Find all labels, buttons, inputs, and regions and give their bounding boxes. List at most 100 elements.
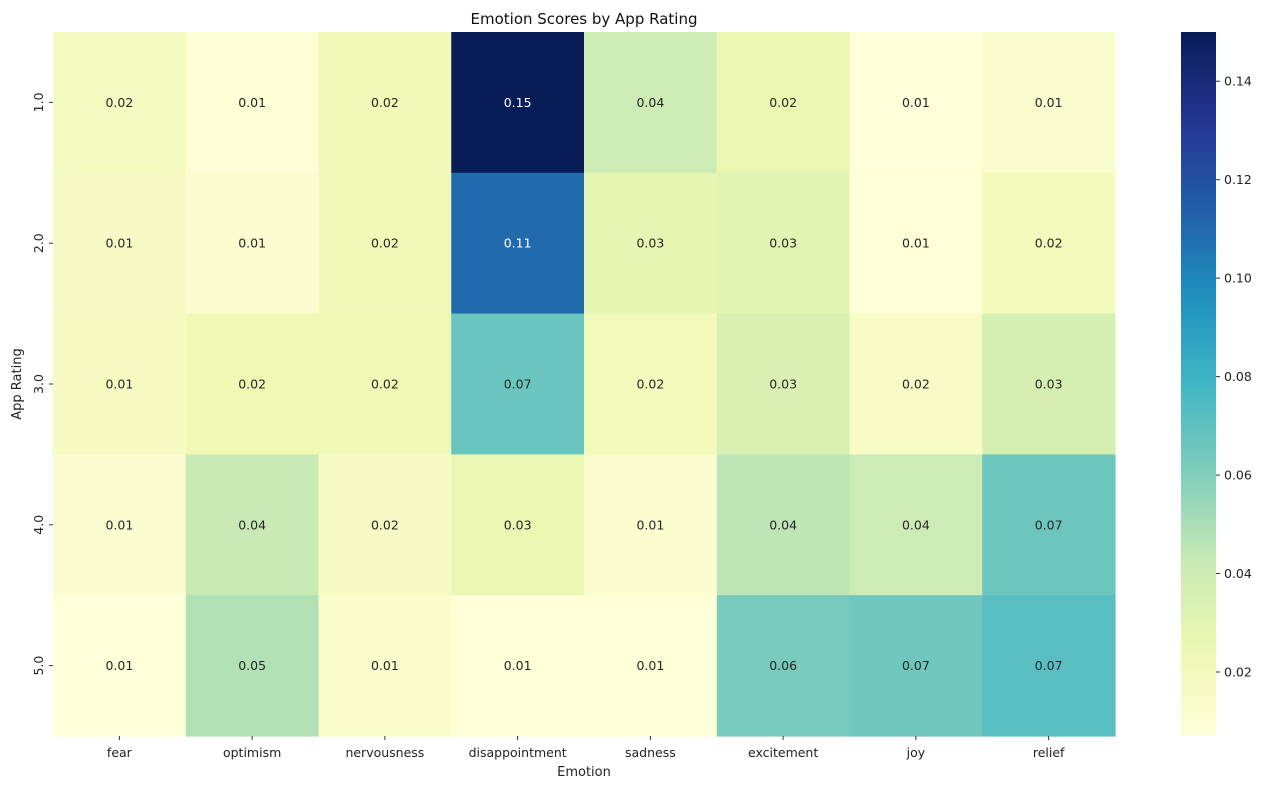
x-tick-label: optimism <box>223 745 281 760</box>
heatmap-cell <box>53 313 187 455</box>
heatmap-cell <box>982 32 1116 174</box>
heatmap-cell-label: 0.02 <box>371 95 399 110</box>
x-tick-label: excitement <box>748 745 818 760</box>
heatmap-cell <box>451 454 585 596</box>
heatmap-cell <box>318 172 452 315</box>
heatmap-cell <box>451 313 585 455</box>
heatmap-cell-label: 0.01 <box>902 236 930 251</box>
colorbar-ticks: 0.02 0.04 0.06 0.08 0.10 0.12 0.14 <box>1216 74 1252 680</box>
heatmap-cell <box>185 32 320 174</box>
heatmap-cell <box>451 32 585 174</box>
heatmap-cell <box>584 595 718 737</box>
heatmap-cell <box>982 313 1116 455</box>
colorbar-tick-label: 0.08 <box>1224 369 1252 384</box>
heatmap-cell-label: 0.07 <box>902 658 930 673</box>
heatmap-cell <box>318 454 452 596</box>
heatmap-cell <box>451 172 585 315</box>
heatmap-cell-labels: 0.02 0.01 0.02 0.15 0.04 0.02 0.01 0.01 0.01 0.01… <box>105 95 1062 673</box>
x-tick-label: nervousness <box>345 745 424 760</box>
colorbar <box>1181 32 1216 736</box>
heatmap-cell-label: 0.04 <box>238 517 266 532</box>
heatmap-cell-label: 0.01 <box>105 517 133 532</box>
heatmap-cell <box>849 454 983 596</box>
heatmap-cell <box>53 454 187 596</box>
x-axis-label: Emotion <box>557 765 611 780</box>
heatmap-cell <box>716 313 851 455</box>
heatmap-cell <box>716 32 851 174</box>
x-tick-label: relief <box>1033 745 1065 760</box>
heatmap-cell-label: 0.04 <box>769 517 797 532</box>
heatmap-cell-label: 0.03 <box>769 236 797 251</box>
heatmap-cell-label: 0.02 <box>636 377 664 392</box>
heatmap-cell-label: 0.02 <box>105 95 133 110</box>
heatmap-cell-label: 0.01 <box>504 658 532 673</box>
heatmap-cell <box>584 32 718 174</box>
heatmap-cell-label: 0.02 <box>371 236 399 251</box>
y-axis-ticks: 1.0 2.0 3.0 4.0 5.0 <box>31 92 53 676</box>
y-tick-label: 5.0 <box>31 656 46 676</box>
heatmap-cell-label: 0.05 <box>238 658 266 673</box>
heatmap-cell <box>53 172 187 315</box>
heatmap-cell <box>584 172 718 315</box>
heatmap-cell <box>849 32 983 174</box>
colorbar-tick-label: 0.04 <box>1224 566 1252 581</box>
heatmap-cell-label: 0.01 <box>105 236 133 251</box>
y-tick-label: 2.0 <box>31 233 46 253</box>
heatmap-cell <box>53 32 187 174</box>
x-tick-label: joy <box>906 745 926 760</box>
heatmap-cell-label: 0.01 <box>371 658 399 673</box>
heatmap-cell <box>318 32 452 174</box>
heatmap-cell-label: 0.03 <box>504 517 532 532</box>
colorbar-tick-label: 0.06 <box>1224 468 1252 483</box>
colorbar-tick-label: 0.02 <box>1224 665 1252 680</box>
colorbar-tick-label: 0.12 <box>1224 172 1252 187</box>
chart-title: Emotion Scores by App Rating <box>471 10 698 28</box>
heatmap-cell <box>716 454 851 596</box>
y-tick-label: 3.0 <box>31 374 46 394</box>
heatmap-cells <box>53 32 1116 737</box>
heatmap-cell-label: 0.03 <box>769 377 797 392</box>
heatmap-cell-label: 0.02 <box>371 377 399 392</box>
heatmap-cell <box>849 313 983 455</box>
heatmap-cell <box>318 595 452 737</box>
colorbar-tick-label: 0.14 <box>1224 74 1252 89</box>
heatmap-cell-label: 0.02 <box>902 377 930 392</box>
y-axis-label: App Rating <box>10 348 25 419</box>
heatmap-cell <box>716 172 851 315</box>
heatmap-cell-label: 0.02 <box>371 517 399 532</box>
heatmap-cell-label: 0.06 <box>769 658 797 673</box>
heatmap-cell-label: 0.01 <box>636 658 664 673</box>
heatmap-cell <box>584 454 718 596</box>
heatmap-cell-label: 0.01 <box>902 95 930 110</box>
heatmap-cell-label: 0.03 <box>1035 377 1063 392</box>
heatmap-cell <box>716 595 851 737</box>
x-axis-ticks: fear optimism nervousness disappointment sad… <box>107 736 1065 760</box>
heatmap-cell <box>849 172 983 315</box>
heatmap-cell <box>849 595 983 737</box>
heatmap-cell <box>982 172 1116 315</box>
heatmap-cell-label: 0.02 <box>1035 236 1063 251</box>
heatmap-cell <box>982 595 1116 737</box>
heatmap-cell-label: 0.04 <box>902 517 930 532</box>
x-tick-label: sadness <box>625 745 676 760</box>
x-tick-label: fear <box>107 745 133 760</box>
heatmap-cell-label: 0.01 <box>238 95 266 110</box>
heatmap-cell-label: 0.01 <box>636 517 664 532</box>
y-tick-label: 1.0 <box>31 92 46 112</box>
heatmap-cell <box>982 454 1116 596</box>
heatmap-cell-label: 0.15 <box>504 95 532 110</box>
heatmap-cell <box>185 454 320 596</box>
heatmap-cell-label: 0.07 <box>1035 517 1063 532</box>
colorbar-tick-label: 0.10 <box>1224 271 1252 286</box>
heatmap-cell <box>53 595 187 737</box>
x-tick-label: disappointment <box>469 745 567 760</box>
y-tick-label: 4.0 <box>31 515 46 535</box>
heatmap-cell <box>185 172 320 315</box>
heatmap-cell <box>185 595 320 737</box>
heatmap-cell-label: 0.11 <box>504 236 532 251</box>
heatmap-cell-label: 0.01 <box>105 377 133 392</box>
heatmap-cell-label: 0.01 <box>238 236 266 251</box>
heatmap-cell-label: 0.04 <box>636 95 664 110</box>
heatmap-cell-label: 0.07 <box>1035 658 1063 673</box>
heatmap-cell <box>185 313 320 455</box>
